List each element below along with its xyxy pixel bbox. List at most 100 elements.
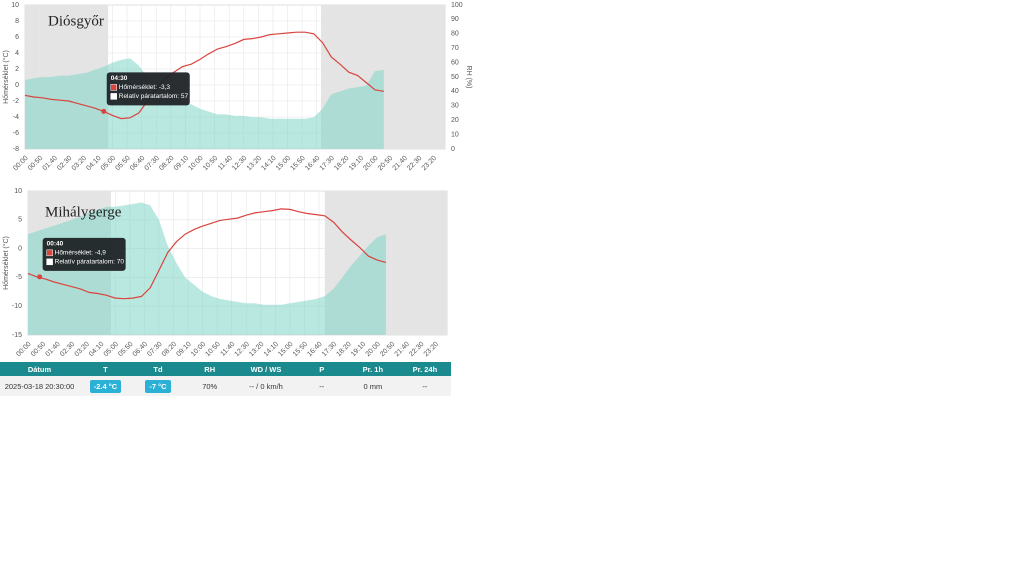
x-tick-label: 15:00	[275, 155, 292, 172]
x-tick-label: 22:30	[406, 155, 423, 172]
x-tick-label: 10:00	[190, 341, 207, 358]
y2-tick-label: 100	[451, 2, 463, 9]
y-tick-label: 0	[18, 245, 22, 252]
x-tick-label: 11:40	[217, 155, 234, 172]
x-tick-label: 02:30	[59, 341, 76, 358]
x-tick-label: 06:40	[132, 341, 149, 358]
y-tick-label: -4	[13, 114, 19, 121]
y-tick-label: 8	[15, 18, 19, 25]
x-tick-label: 05:50	[114, 155, 131, 172]
y2-tick-label: 90	[451, 16, 459, 23]
x-tick-label: 05:00	[103, 341, 120, 358]
x-tick-label: 16:40	[304, 155, 321, 172]
x-tick-label: 17:30	[321, 341, 338, 358]
y-tick-label: 2	[15, 66, 19, 73]
cell: -2.4 °C	[79, 376, 132, 396]
cell: --	[398, 376, 451, 396]
y-tick-label: -15	[12, 332, 22, 339]
x-tick-label: 02:30	[56, 155, 73, 172]
x-tick-label: 12:30	[234, 341, 251, 358]
x-tick-label: 11:40	[219, 341, 236, 358]
x-tick-label: 05:00	[100, 155, 117, 172]
table-wrap: Dátum T Td RH WD / WS P Pr. 1h Pr. 24h 2025-03-…	[0, 362, 451, 396]
y-tick-label: -10	[12, 303, 22, 310]
x-tick-label: 10:50	[202, 155, 219, 172]
chart-title: Mihálygerge	[45, 204, 122, 220]
y-tick-label: 10	[14, 188, 22, 195]
x-tick-label: 01:40	[42, 155, 59, 172]
y-tick-label: -8	[13, 146, 19, 153]
x-tick-label: 19:10	[350, 341, 367, 358]
x-tick-label: 20:00	[365, 341, 382, 358]
x-tick-label: 00:00	[15, 341, 32, 358]
x-tick-label: 07:30	[146, 341, 163, 358]
hover-marker	[101, 108, 107, 114]
x-tick-label: 08:20	[161, 341, 178, 358]
rh-area	[28, 202, 386, 335]
x-tick-label: 03:20	[74, 341, 91, 358]
charts: 00:0000:5001:4002:3003:2004:1005:0005:50…	[2, 2, 472, 358]
tooltip-swatch	[110, 93, 117, 100]
x-tick-label: 09:10	[173, 155, 190, 172]
cell: -- / 0 km/h	[235, 376, 297, 396]
tooltip-box	[42, 237, 126, 271]
hover-marker	[37, 274, 43, 280]
tooltip-line: Relatív páratartalom: 70	[55, 259, 125, 266]
cell: 2025-03-18 20:30:00	[0, 376, 80, 396]
x-tick-label: 15:50	[289, 155, 306, 172]
x-tick-label: 09:10	[175, 341, 192, 358]
x-tick-label: 05:50	[117, 341, 134, 358]
tooltip-swatch	[46, 258, 53, 266]
y-tick-label: 5	[18, 217, 22, 224]
column-header: Pr. 24h	[398, 362, 451, 376]
column-header: T	[79, 362, 132, 376]
x-tick-label: 23:20	[421, 155, 438, 172]
tooltip-swatch	[110, 84, 117, 91]
y-axis-label: Hőmérséklet (°C)	[2, 236, 10, 290]
y2-tick-label: 60	[451, 59, 459, 66]
table-body: 2025-03-18 20:30:00 -2.4 °C -7 °C 70% -- / 0…	[0, 376, 451, 396]
tooltip-title: 00:40	[47, 241, 64, 248]
x-tick-label: 20:00	[362, 155, 379, 172]
table-row: 2025-03-18 20:30:00 -2.4 °C -7 °C 70% -- / 0…	[0, 376, 451, 396]
x-tick-label: 13:20	[248, 341, 265, 358]
x-tick-label: 21:40	[394, 341, 411, 358]
temperature-line	[27, 208, 387, 300]
y2-tick-label: 0	[451, 146, 455, 153]
x-tick-label: 08:20	[158, 155, 175, 172]
value-badge: -2.4 °C	[89, 379, 122, 393]
column-header: Dátum	[0, 362, 80, 376]
y2-tick-label: 50	[451, 74, 459, 81]
column-header: P	[296, 362, 347, 376]
temperature-line	[24, 31, 384, 120]
y2-tick-label: 30	[451, 103, 459, 110]
x-tick-label: 12:30	[231, 155, 248, 172]
x-tick-label: 00:50	[30, 341, 47, 358]
data-table: Dátum T Td RH WD / WS P Pr. 1h Pr. 24h 2025-03-…	[0, 362, 451, 396]
x-tick-label: 04:10	[85, 155, 102, 172]
y2-tick-label: 10	[451, 131, 459, 138]
y-tick-label: 0	[15, 82, 19, 89]
x-tick-label: 00:00	[12, 155, 29, 172]
x-tick-label: 18:20	[335, 341, 352, 358]
x-tick-label: 00:50	[27, 155, 44, 172]
y-tick-label: -2	[13, 98, 19, 105]
x-tick-label: 19:10	[348, 155, 365, 172]
y-tick-label: -5	[16, 274, 22, 281]
column-header: Td	[131, 362, 185, 376]
x-tick-label: 10:50	[205, 341, 222, 358]
chart: 00:0000:5001:4002:3003:2004:1005:0005:50…	[2, 188, 448, 358]
y2-tick-label: 80	[451, 31, 459, 38]
x-tick-label: 06:40	[129, 155, 146, 172]
x-tick-label: 21:40	[392, 155, 409, 172]
x-tick-label: 20:50	[379, 341, 396, 358]
y-tick-label: 10	[11, 2, 19, 9]
chart-title: Diósgyőr	[48, 13, 104, 29]
y-tick-label: -6	[13, 130, 19, 137]
x-tick-label: 07:30	[144, 155, 161, 172]
chart: 00:0000:5001:4002:3003:2004:1005:0005:50…	[2, 2, 472, 172]
tooltip-title: 04:30	[111, 75, 128, 82]
cell: -7 °C	[131, 376, 185, 396]
x-tick-label: 14:10	[260, 155, 277, 172]
